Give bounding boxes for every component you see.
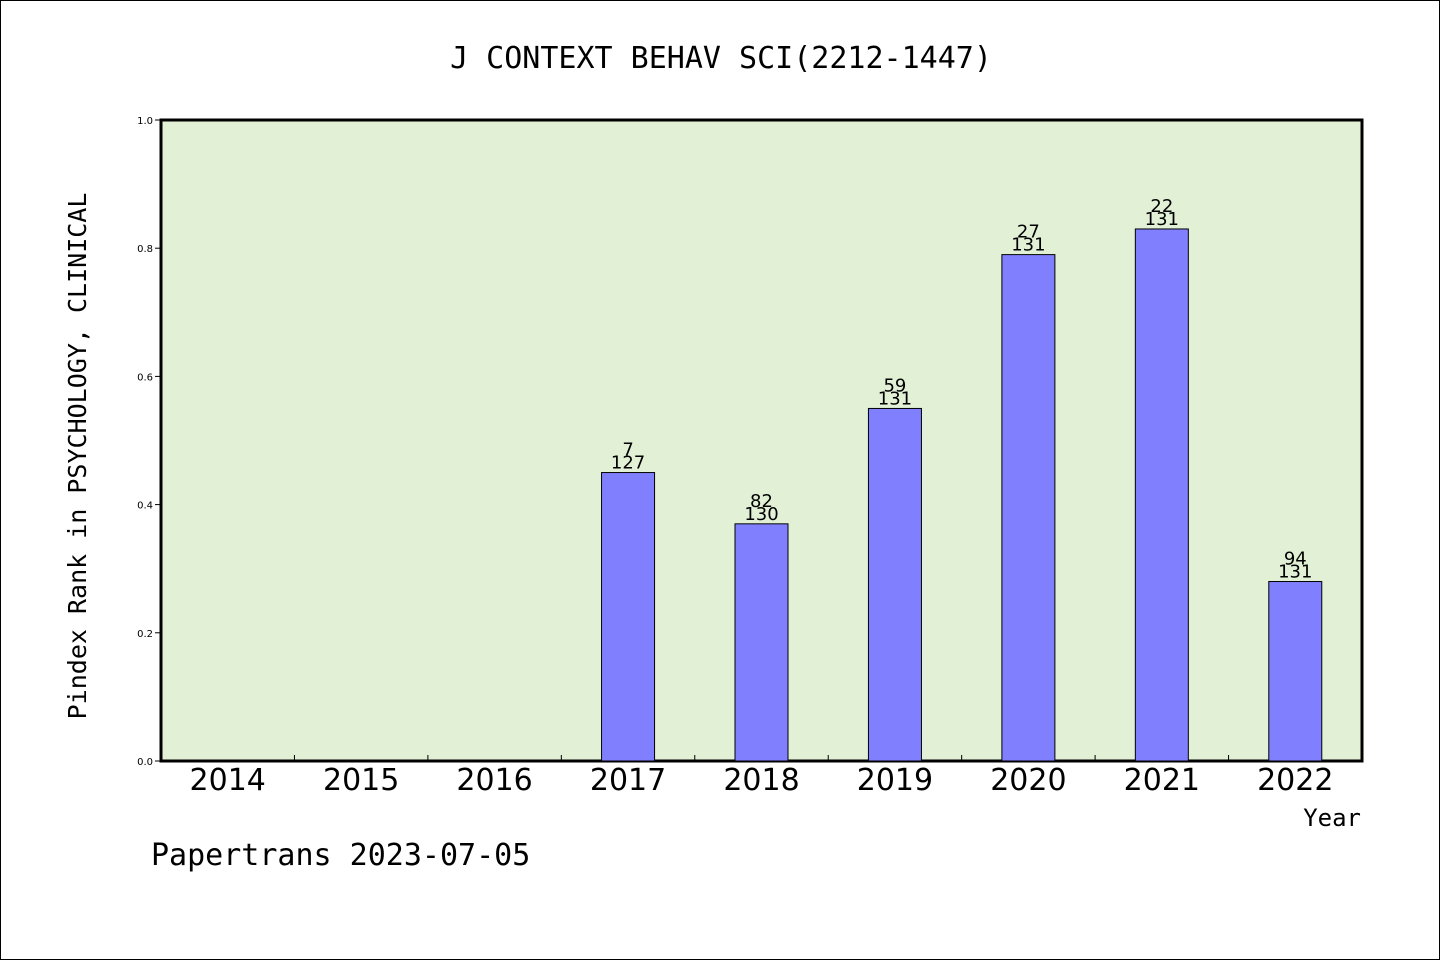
y-tick-label: 0.6 — [137, 372, 153, 383]
x-tick-label: 2020 — [990, 763, 1066, 798]
x-tick-label: 2017 — [590, 763, 666, 798]
bar-label-rank: 22 — [1150, 196, 1173, 217]
y-tick-label: 1.0 — [137, 116, 153, 127]
bar-2017 — [601, 472, 656, 762]
x-tick-label: 2016 — [456, 763, 532, 798]
bar-label-rank: 59 — [883, 375, 906, 396]
bar-label-total: 131 — [1011, 235, 1045, 256]
y-tick-label: 0.0 — [137, 757, 153, 768]
bar-2019 — [867, 407, 922, 762]
bar-2020 — [1001, 254, 1056, 762]
y-axis: 0.0 0.2 0.4 0.6 0.8 1.0 — [137, 116, 161, 768]
y-axis-label: Pindex Rank in PSYCHOLOGY, CLINICAL — [63, 193, 92, 720]
chart-title: J CONTEXT BEHAV SCI(2212-1447) — [450, 41, 992, 76]
x-tick-label: 2019 — [857, 763, 933, 798]
bar-label-total: 127 — [611, 453, 645, 474]
footer-credit: Papertrans 2023-07-05 — [151, 838, 530, 873]
bar-label-rank: 94 — [1284, 549, 1307, 570]
x-tick-label: 2015 — [323, 763, 399, 798]
y-tick-label: 0.8 — [137, 244, 153, 255]
y-tick-label: 0.2 — [137, 629, 153, 640]
bar-label-total: 131 — [1278, 562, 1312, 583]
y-tick-label: 0.4 — [137, 501, 153, 512]
x-tick-label: 2014 — [190, 763, 266, 798]
bar-2022 — [1268, 581, 1323, 762]
x-tick-label: 2022 — [1257, 763, 1333, 798]
bar-series — [601, 228, 1323, 762]
x-axis-label: Year — [1303, 804, 1361, 832]
bar-label-total: 131 — [878, 388, 912, 409]
x-tick-label: 2018 — [723, 763, 799, 798]
bar-label-rank: 27 — [1017, 222, 1040, 243]
x-tick-label: 2021 — [1124, 763, 1200, 798]
x-axis: 2014 2015 2016 2017 2018 2019 2020 2021 2022 — [190, 755, 1333, 798]
bar-2018 — [734, 523, 789, 762]
bar-label-total: 131 — [1145, 209, 1179, 230]
bar-label-rank: 7 — [622, 440, 633, 461]
bar-label-total: 130 — [744, 504, 778, 525]
bar-2021 — [1134, 228, 1189, 762]
bar-label-rank: 82 — [750, 491, 773, 512]
